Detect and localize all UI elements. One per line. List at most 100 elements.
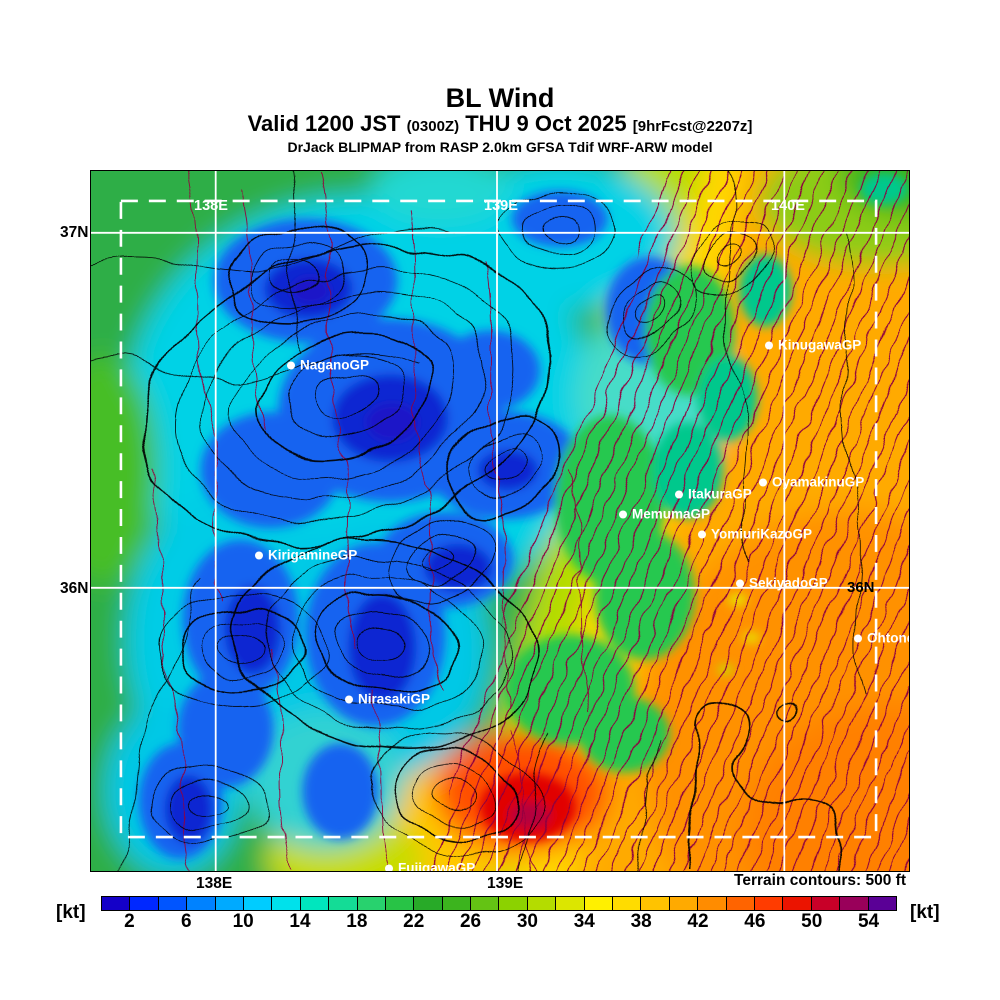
colorbar-tick: 30 bbox=[516, 911, 538, 932]
wind-field-art bbox=[91, 171, 909, 871]
site-label: NaganoGP bbox=[287, 358, 369, 373]
colorbar-tick: 34 bbox=[573, 911, 595, 932]
colorbar-tick: 50 bbox=[801, 911, 823, 932]
valid-time-line: Valid 1200 JST (0300Z) THU 9 Oct 2025 [9… bbox=[0, 112, 1000, 139]
site-label: MemumaGP bbox=[619, 507, 710, 522]
grid-label: 138E bbox=[196, 875, 233, 892]
colorbar-cell bbox=[698, 897, 727, 910]
site-label: NirasakiGP bbox=[345, 692, 430, 707]
site-name: FujigawaGP bbox=[398, 860, 476, 872]
colorbar-cell bbox=[499, 897, 528, 910]
site-name: YomiuriKazoGP bbox=[711, 526, 813, 542]
colorbar-cell bbox=[414, 897, 443, 910]
site-label: OhtoneGP bbox=[854, 630, 909, 646]
site-name: ItakuraGP bbox=[688, 486, 752, 502]
colorbar-tick: 26 bbox=[459, 911, 482, 932]
site-label: FujigawaGP bbox=[385, 860, 476, 872]
lon-label: 140E bbox=[771, 198, 805, 214]
wind-speed-colorbar bbox=[101, 896, 897, 911]
site-marker-icon bbox=[698, 530, 706, 538]
colorbar-cell bbox=[754, 897, 784, 910]
site-name: KirigamineGP bbox=[268, 547, 358, 563]
colorbar-cell bbox=[783, 897, 812, 910]
colorbar-cell bbox=[868, 897, 896, 910]
site-label: ItakuraGP bbox=[675, 487, 752, 502]
valid-prefix: Valid 1200 JST bbox=[247, 111, 401, 136]
colorbar-cell bbox=[641, 897, 670, 910]
lon-label: 139E bbox=[484, 198, 518, 214]
colorbar-ticks: 2 6 10 14 18 22 26 30 34 38 42 46 50 54 bbox=[101, 911, 897, 937]
valid-fcst: [9hrFcst@2207z] bbox=[632, 118, 753, 135]
unit-label-right: [kt] bbox=[910, 902, 940, 923]
terrain-note: Terrain contours: 500 ft bbox=[734, 872, 906, 889]
colorbar-tick: 46 bbox=[744, 911, 766, 932]
site-label: YomiuriKazoGP bbox=[698, 527, 812, 542]
colorbar-cell bbox=[243, 897, 273, 910]
colorbar-cell bbox=[272, 897, 301, 910]
site-label: KinugawaGP bbox=[765, 338, 861, 353]
lat-label: 36N bbox=[847, 579, 875, 596]
colorbar-cell bbox=[669, 897, 699, 910]
unit-label-left: [kt] bbox=[56, 902, 86, 923]
valid-zulu: (0300Z) bbox=[406, 118, 460, 135]
colorbar-cell bbox=[613, 897, 642, 910]
header: BL Wind Valid 1200 JST (0300Z) THU 9 Oct… bbox=[0, 84, 1000, 155]
grid-label: 36N bbox=[60, 580, 89, 597]
site-label: OyamakinuGP bbox=[759, 475, 864, 490]
site-marker-icon bbox=[619, 510, 627, 518]
colorbar-cell bbox=[385, 897, 415, 910]
colorbar-tick: 6 bbox=[180, 911, 192, 932]
site-label: KirigamineGP bbox=[255, 548, 357, 563]
grid-label: 139E bbox=[487, 875, 524, 892]
colorbar-cell bbox=[329, 897, 358, 910]
colorbar-cell bbox=[300, 897, 330, 910]
site-marker-icon bbox=[765, 341, 773, 349]
site-marker-icon bbox=[287, 361, 295, 369]
colorbar-tick: 14 bbox=[289, 911, 311, 932]
grid-label: 37N bbox=[60, 224, 89, 241]
colorbar-tick: 22 bbox=[403, 911, 425, 932]
page-title: BL Wind bbox=[445, 83, 555, 113]
site-name: OyamakinuGP bbox=[772, 474, 865, 490]
site-marker-icon bbox=[854, 634, 862, 642]
colorbar-cell bbox=[442, 897, 472, 910]
colorbar-tick: 54 bbox=[857, 911, 880, 932]
colorbar-tick: 42 bbox=[687, 911, 709, 932]
colorbar-tick: 38 bbox=[630, 911, 652, 932]
site-marker-icon bbox=[255, 551, 263, 559]
colorbar-cell bbox=[130, 897, 159, 910]
colorbar-cell bbox=[584, 897, 614, 910]
colorbar-cell bbox=[357, 897, 386, 910]
site-name: KinugawaGP bbox=[778, 337, 862, 353]
colorbar-cell bbox=[102, 897, 131, 910]
colorbar-tick: 10 bbox=[232, 911, 254, 932]
site-marker-icon bbox=[736, 579, 744, 587]
site-marker-icon bbox=[675, 490, 683, 498]
site-name: SekiyadoGP bbox=[749, 575, 828, 591]
colorbar-tick: 2 bbox=[124, 911, 135, 932]
lon-label: 138E bbox=[194, 198, 228, 214]
colorbar-cell bbox=[215, 897, 244, 910]
colorbar-cell bbox=[840, 897, 869, 910]
model-line: DrJack BLIPMAP from RASP 2.0km GFSA Tdif… bbox=[287, 139, 713, 155]
site-marker-icon bbox=[759, 478, 767, 486]
colorbar-cell bbox=[527, 897, 557, 910]
site-name: OhtoneGP bbox=[867, 630, 909, 646]
site-name: NaganoGP bbox=[300, 357, 370, 373]
site-label: SekiyadoGP bbox=[736, 576, 828, 591]
wind-map[interactable]: 138E 139E 140E 36N NaganoGP KirigamineGP N… bbox=[90, 170, 910, 872]
model-domain-boundary bbox=[119, 199, 878, 839]
colorbar-cell bbox=[726, 897, 755, 910]
colorbar-tick: 18 bbox=[346, 911, 368, 932]
colorbar-cell bbox=[471, 897, 500, 910]
colorbar-cell bbox=[158, 897, 188, 910]
site-name: NirasakiGP bbox=[358, 691, 431, 707]
valid-date: THU 9 Oct 2025 bbox=[465, 111, 627, 136]
colorbar-cell bbox=[556, 897, 585, 910]
site-marker-icon bbox=[345, 695, 353, 703]
colorbar-cell bbox=[187, 897, 216, 910]
site-marker-icon bbox=[385, 864, 393, 871]
site-name: MemumaGP bbox=[632, 506, 711, 522]
colorbar-cell bbox=[811, 897, 841, 910]
